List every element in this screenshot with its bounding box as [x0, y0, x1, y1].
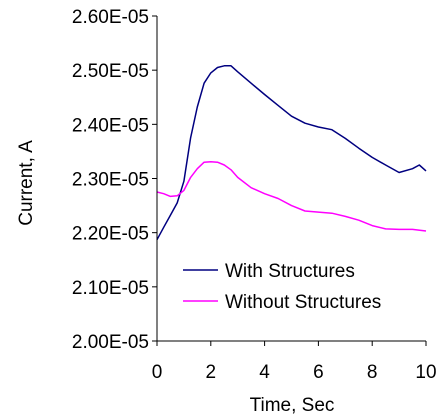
tick-label-layer: 2.00E-05 2.10E-05 2.20E-05 2.30E-05 2.40E-05… [72, 7, 437, 383]
x-tick-label: 4 [259, 362, 270, 383]
x-tick-label: 10 [415, 362, 436, 383]
y-tick-label: 2.10E-05 [72, 278, 149, 299]
y-tick-label: 2.30E-05 [72, 170, 149, 191]
legend: With Structures Without Structures [183, 261, 381, 313]
legend-label-with-structures: With Structures [225, 261, 355, 282]
y-tick-label: 2.40E-05 [72, 115, 149, 136]
series-line-without-structures [156, 160, 427, 232]
x-tick-label: 0 [152, 362, 163, 383]
series-line-with-structures [156, 65, 427, 241]
x-tick-label: 6 [313, 362, 324, 383]
x-axis-title: Time, Sec [250, 395, 335, 416]
y-tick-label: 2.50E-05 [72, 61, 149, 82]
legend-label-without-structures: Without Structures [225, 292, 381, 313]
y-axis-title: Current, A [16, 140, 37, 226]
y-tick-label: 2.00E-05 [72, 332, 149, 353]
axis-layer [152, 15, 427, 346]
x-tick-label: 2 [206, 362, 217, 383]
y-tick-label: 2.60E-05 [72, 7, 149, 28]
y-tick-label: 2.20E-05 [72, 224, 149, 245]
x-tick-label: 8 [367, 362, 378, 383]
series-layer [156, 65, 427, 241]
